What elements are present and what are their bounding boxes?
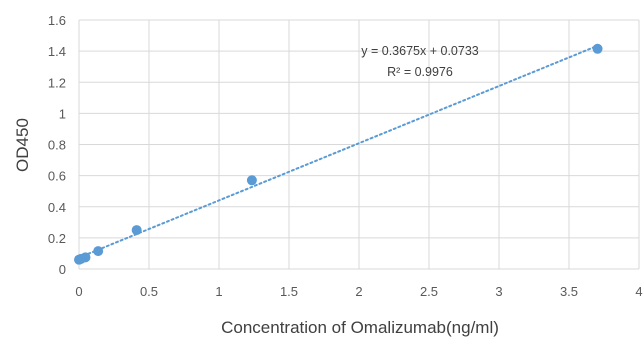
data-point — [80, 252, 91, 263]
data-point — [131, 225, 142, 236]
y-tick-label: 0.6 — [48, 169, 66, 184]
trendline-group — [78, 44, 599, 259]
y-axis-ticks: 0 0.2 0.4 0.6 0.8 1 1.2 1.4 1.6 — [48, 13, 66, 277]
x-tick-label: 3.5 — [560, 284, 578, 299]
x-axis-ticks: 0 0.5 1 1.5 2 2.5 3 3.5 4 — [75, 284, 642, 299]
trendline-equation: y = 0.3675x + 0.0733 — [361, 44, 479, 58]
y-tick-label: 1 — [59, 106, 66, 121]
trendline — [78, 44, 599, 259]
r-squared-label: R² = 0.9976 — [387, 65, 453, 79]
data-point — [592, 43, 603, 54]
data-point — [93, 246, 104, 257]
y-tick-label: 0.2 — [48, 231, 66, 246]
x-tick-label: 1 — [215, 284, 222, 299]
y-tick-label: 0.4 — [48, 200, 66, 215]
x-tick-label: 0 — [75, 284, 82, 299]
gridlines — [78, 19, 640, 270]
y-tick-label: 1.6 — [48, 13, 66, 28]
x-tick-label: 3 — [495, 284, 502, 299]
y-tick-label: 1.2 — [48, 75, 66, 90]
data-point — [246, 175, 257, 186]
data-points — [74, 43, 603, 265]
y-tick-label: 0.8 — [48, 138, 66, 153]
x-tick-label: 4 — [635, 284, 642, 299]
y-tick-label: 0 — [59, 262, 66, 277]
y-axis-title: OD450 — [13, 118, 32, 172]
y-tick-label: 1.4 — [48, 44, 66, 59]
x-tick-label: 2 — [355, 284, 362, 299]
x-tick-label: 2.5 — [420, 284, 438, 299]
x-tick-label: 0.5 — [140, 284, 158, 299]
x-axis-title: Concentration of Omalizumab(ng/ml) — [221, 318, 499, 337]
x-tick-label: 1.5 — [280, 284, 298, 299]
